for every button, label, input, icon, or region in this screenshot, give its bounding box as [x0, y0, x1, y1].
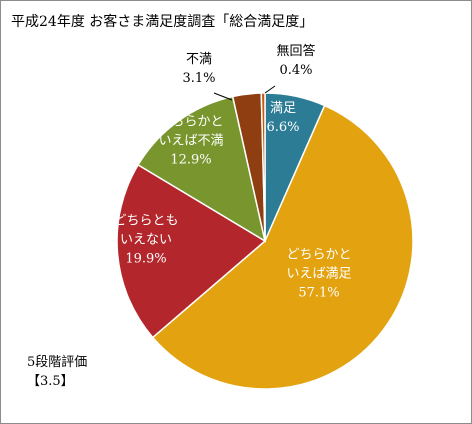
slice-value-label-5: 0.4%	[279, 63, 312, 78]
slice-value-label-1: 57.1%	[298, 286, 339, 301]
chart-title: 平成24年度 お客さま満足度調査「総合満足度」	[11, 14, 314, 30]
leader-line-5	[264, 85, 276, 94]
slice-category-label-5: 無回答	[276, 43, 315, 59]
leader-lines	[213, 85, 276, 101]
rating-scale-label: 5段階評価	[27, 355, 88, 370]
slice-category-label-3: どちらかと	[158, 115, 223, 130]
slice-category-label-3: いえば不満	[158, 134, 223, 149]
slice-value-label-3: 12.9%	[170, 153, 211, 168]
slice-category-label-0: 満足	[270, 101, 296, 116]
slice-category-label-1: どちらかと	[286, 248, 351, 263]
pie-slice-2	[116, 163, 267, 339]
rating-note: 5段階評価 【3.5】	[27, 353, 87, 391]
pie-slices	[116, 92, 414, 390]
slice-category-label-4: 不満	[186, 52, 212, 67]
slice-value-label-4: 3.1%	[182, 71, 215, 86]
slice-category-label-2: どちらとも	[113, 214, 178, 229]
leader-line-4	[213, 92, 233, 101]
pie-slice-5	[260, 92, 266, 242]
pie-slice-1	[151, 104, 414, 390]
slice-category-label-2: いえない	[120, 233, 172, 248]
slice-value-label-0: 6.6%	[266, 120, 299, 135]
slice-value-label-2: 19.9%	[125, 252, 166, 267]
slice-category-label-1: いえば満足	[286, 267, 351, 282]
rating-score: 【3.5】	[27, 374, 74, 389]
